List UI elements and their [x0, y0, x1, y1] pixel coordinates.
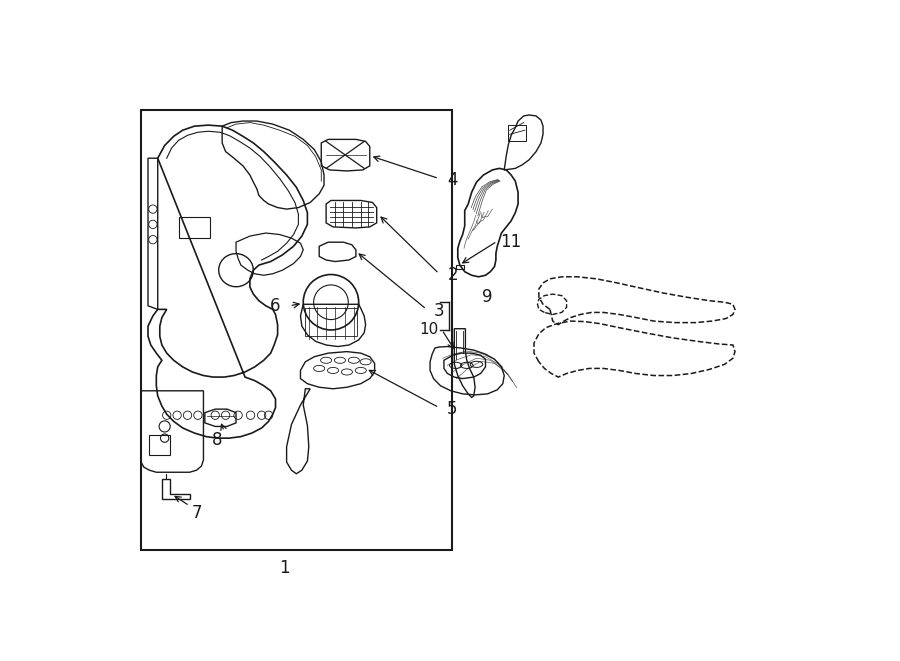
Bar — [149, 434, 170, 455]
Text: 10: 10 — [419, 322, 438, 337]
Bar — [508, 125, 526, 141]
Text: 7: 7 — [192, 504, 202, 522]
Text: 6: 6 — [270, 297, 281, 315]
Text: 9: 9 — [482, 288, 493, 306]
Bar — [455, 264, 464, 268]
Bar — [178, 217, 210, 238]
Bar — [141, 110, 452, 550]
Text: 5: 5 — [446, 400, 457, 418]
Text: 4: 4 — [447, 171, 458, 189]
Text: 11: 11 — [500, 233, 522, 251]
Bar — [305, 308, 357, 336]
Text: 3: 3 — [434, 302, 445, 320]
Text: 2: 2 — [447, 266, 458, 284]
Text: 1: 1 — [279, 559, 290, 577]
Text: 8: 8 — [212, 431, 222, 449]
